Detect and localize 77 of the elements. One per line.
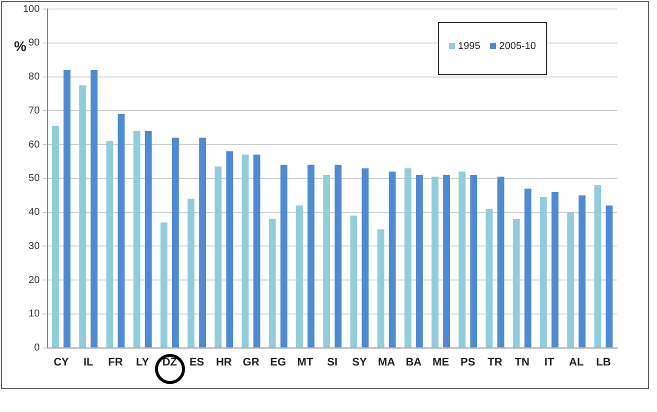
x-tick-label: SY: [352, 356, 368, 368]
bar: [172, 138, 179, 348]
bar: [540, 197, 547, 348]
bar: [79, 85, 86, 348]
bar: [133, 130, 140, 348]
y-tick-label: 50: [28, 173, 40, 184]
bar: [416, 175, 423, 348]
bar: [377, 229, 384, 348]
bar: [323, 175, 330, 348]
y-tick-label: 10: [28, 308, 40, 320]
y-tick-label: 80: [28, 72, 40, 83]
bar: [486, 208, 493, 348]
x-tick-label: EG: [270, 356, 286, 368]
x-tick-label: CY: [54, 356, 70, 368]
x-tick-label: MA: [378, 356, 396, 368]
bar: [606, 206, 613, 348]
x-tick-label: IT: [544, 356, 554, 368]
bar: [362, 168, 369, 348]
y-tick-label: 60: [28, 139, 40, 150]
bar: [226, 151, 234, 348]
bar: [388, 172, 396, 348]
x-tick-label: ME: [432, 356, 450, 368]
x-tick-label: MT: [297, 356, 314, 368]
bar: [594, 185, 602, 348]
x-tick-label: BA: [406, 356, 422, 368]
y-tick-label: 40: [28, 207, 40, 218]
bar: [443, 175, 450, 348]
bar: [470, 175, 478, 348]
bar: [90, 70, 98, 348]
bar: [334, 164, 342, 348]
x-tick-label: DZ: [162, 356, 178, 368]
bar: [118, 114, 125, 348]
x-tick-label: GR: [242, 356, 260, 368]
x-tick-label: LB: [596, 356, 611, 368]
bar: [253, 154, 260, 348]
x-tick-label: AL: [569, 356, 584, 368]
bar: [404, 168, 412, 348]
legend-label: 2005-10: [498, 41, 536, 52]
bar: [524, 188, 532, 348]
x-tick-label: TN: [514, 356, 530, 368]
x-tick-label: SI: [327, 356, 338, 368]
y-axis-title: %: [14, 38, 26, 54]
bar: [280, 164, 288, 348]
y-tick-label: 90: [28, 38, 40, 49]
bar: [214, 166, 222, 348]
bar: [268, 219, 276, 348]
bar: [458, 172, 466, 348]
bar: [497, 176, 504, 348]
bar: [52, 126, 59, 348]
bar: [64, 70, 70, 348]
bar: [432, 176, 438, 348]
bar: [160, 222, 168, 348]
x-tick-label: PS: [460, 356, 476, 368]
y-tick-label: 70: [28, 105, 40, 116]
x-tick-label: FR: [108, 356, 123, 368]
y-tick-label: 20: [28, 274, 40, 286]
bar: [242, 154, 249, 348]
bar: [552, 192, 558, 348]
y-tick-label: 30: [28, 240, 40, 252]
x-tick-label: TR: [488, 356, 502, 368]
bar: [106, 141, 114, 348]
bar: [144, 130, 152, 348]
bar: [567, 212, 574, 348]
bar: [296, 206, 303, 348]
bar: [350, 216, 358, 348]
bar: [512, 219, 520, 348]
bar: [188, 198, 194, 348]
bar: [578, 195, 586, 348]
legend-label: 1995: [457, 41, 480, 52]
x-tick-label: ES: [189, 356, 204, 368]
y-tick-label: 100: [22, 4, 40, 15]
y-tick-label: 0: [34, 342, 40, 354]
bar: [308, 164, 314, 348]
x-tick-label: IL: [83, 356, 94, 368]
bar: [199, 138, 206, 348]
x-tick-label: LY: [136, 356, 150, 368]
x-tick-label: HR: [216, 356, 232, 368]
